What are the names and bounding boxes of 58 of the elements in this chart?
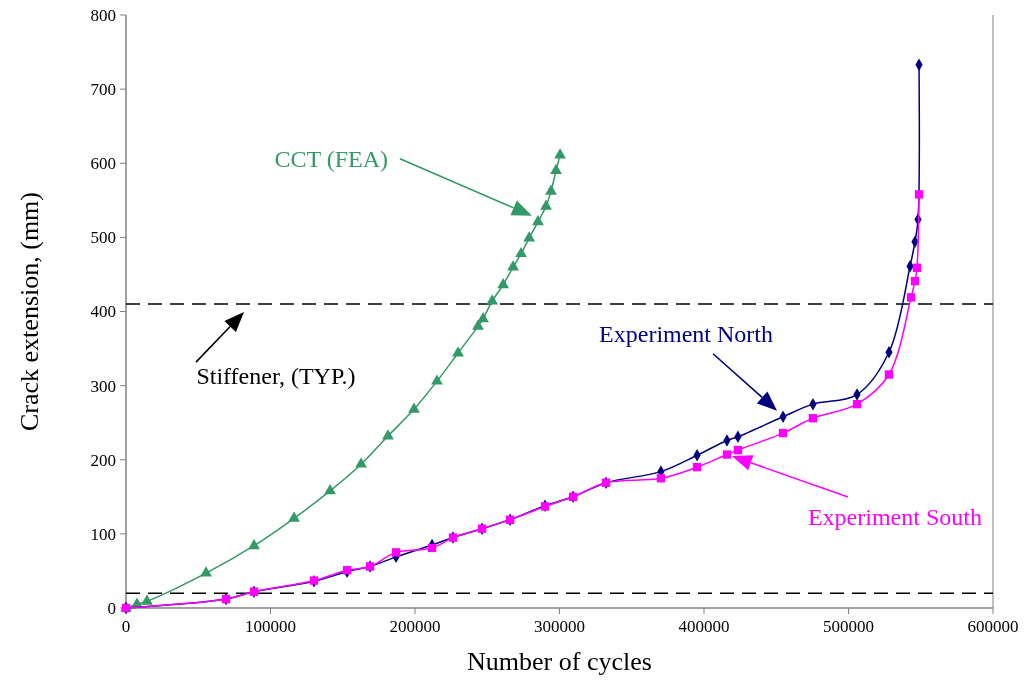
y-tick-label: 100: [90, 524, 116, 544]
point: [733, 445, 743, 455]
x-tick-label: 500000: [823, 617, 874, 636]
legend-label: Stiffener, (TYP.): [196, 363, 356, 390]
point: [808, 414, 818, 423]
point: [486, 294, 499, 305]
point: [852, 399, 862, 409]
x-tick-label: 400000: [678, 617, 730, 636]
point: [200, 566, 212, 577]
point: [391, 548, 401, 557]
point: [912, 263, 922, 272]
text: Experiment North: [599, 320, 774, 347]
point: [248, 538, 260, 550]
y-axis-title: Crack extension, (mm): [15, 192, 44, 431]
x-axis-title: Number of cycles: [467, 647, 652, 676]
x-tick-label: 600000: [967, 617, 1019, 636]
point: [477, 312, 489, 323]
point: [532, 215, 544, 226]
point: [778, 428, 788, 438]
point: [515, 246, 527, 258]
point: [884, 370, 894, 379]
point: [452, 346, 464, 357]
point: [914, 190, 924, 199]
point: [431, 374, 443, 385]
point: [656, 474, 666, 483]
point: [722, 450, 732, 459]
y-tick-label: 700: [90, 80, 116, 100]
point: [288, 511, 300, 522]
x-tick-label: 0: [121, 617, 131, 636]
point: [692, 462, 702, 472]
y-tick-label: 400: [90, 302, 116, 322]
point: [554, 148, 566, 159]
point: [141, 594, 153, 605]
point: [540, 199, 552, 210]
x-tick-label: 100000: [245, 617, 296, 636]
point: [545, 184, 557, 195]
point: [382, 429, 394, 440]
point: [324, 484, 336, 495]
point: [550, 163, 562, 175]
point: [906, 293, 916, 302]
y-tick-label: 800: [90, 5, 116, 25]
point: [427, 543, 437, 553]
point: [408, 402, 420, 413]
x-tick-label: 200000: [389, 617, 441, 636]
y-tick-label: 500: [90, 228, 116, 248]
point: [507, 260, 519, 271]
text: CCT (FEA): [274, 145, 388, 172]
x-tick-label: 300000: [534, 617, 585, 636]
point: [910, 276, 920, 286]
point: [472, 319, 484, 330]
point: [523, 231, 536, 242]
y-tick-label: 200: [90, 450, 116, 470]
point: [497, 278, 510, 289]
legend-label: Experiment South: [807, 504, 982, 531]
y-tick-label: 0: [107, 598, 116, 618]
y-tick-label: 300: [90, 376, 116, 396]
point: [355, 457, 367, 468]
y-tick-label: 600: [90, 154, 116, 174]
